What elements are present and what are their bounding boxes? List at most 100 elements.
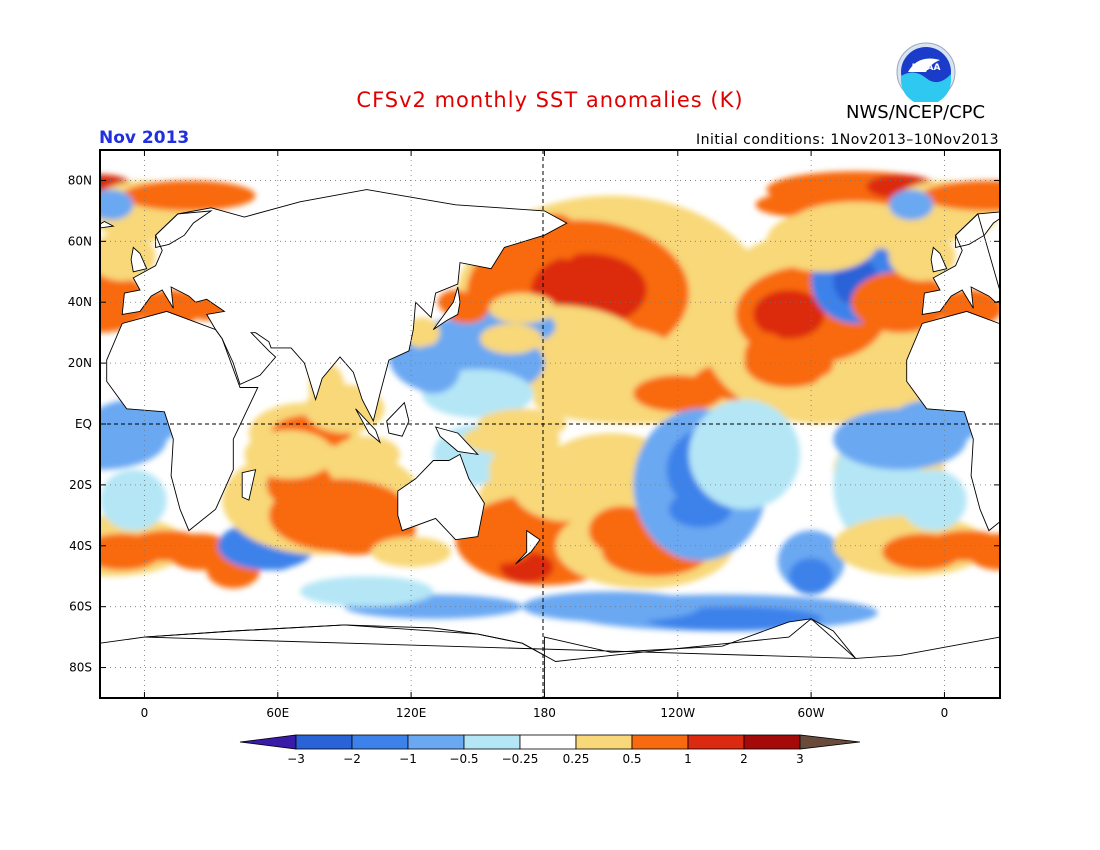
- land-scandinavia-coastline: [955, 211, 1000, 248]
- noaa-logo: NOAA: [896, 42, 956, 102]
- land-japan-coastline: [432, 286, 461, 330]
- colorbar-box: [575, 734, 633, 750]
- axis-ticks: [100, 150, 1000, 698]
- land-new-zealand-coastline: [515, 529, 541, 565]
- latitude-label: 40S: [69, 539, 92, 553]
- latitude-label: 60S: [69, 600, 92, 614]
- colorbar-box: [743, 734, 801, 750]
- land-europe-coastline: [921, 213, 1000, 315]
- longitude-label: 0: [941, 706, 949, 720]
- longitude-label: 60E: [266, 706, 289, 720]
- land-uk: [131, 247, 147, 272]
- longitude-label: 120W: [660, 706, 695, 720]
- colorbar-boxes: [239, 734, 861, 750]
- colorbar-box: [687, 734, 745, 750]
- colorbar-box: [631, 734, 689, 750]
- colorbar-tick-label: −1: [399, 752, 417, 766]
- latitude-label: 40N: [68, 295, 92, 309]
- land-madagascar-coastline: [241, 469, 257, 501]
- colorbar-tick-label: 3: [796, 752, 804, 766]
- colorbar-tick-label: 1: [684, 752, 692, 766]
- colorbar-right-triangle: [799, 734, 861, 750]
- land-antarctica-coastline: [100, 618, 1000, 698]
- longitude-labels: 0 60E 120E 180 120W 60W 0: [141, 706, 949, 720]
- anomaly-patch: [633, 375, 723, 412]
- anomaly-patch: [371, 536, 452, 568]
- agency-label: NWS/NCEP/CPC: [846, 102, 986, 123]
- anomaly-patch: [588, 506, 656, 555]
- colorbar-box: [407, 734, 465, 750]
- anomaly-patch: [544, 326, 678, 388]
- land-borneo: [386, 402, 409, 437]
- land-uk: [931, 247, 947, 272]
- land-new-guinea: [435, 427, 478, 455]
- valid-month-label: Nov 2013: [99, 128, 190, 148]
- anomaly-patch: [553, 223, 581, 260]
- colorbar-tick-label: −3: [287, 752, 305, 766]
- longitude-label: 0: [141, 706, 149, 720]
- colorbar-box: [519, 734, 577, 750]
- colorbar-box: [463, 734, 521, 750]
- latitude-label: 60N: [68, 234, 92, 248]
- anomaly-patch: [888, 189, 934, 221]
- anomaly-patch: [122, 180, 256, 211]
- land-japan: [433, 287, 460, 330]
- initial-conditions-label: Initial conditions: 1Nov2013–10Nov2013: [695, 132, 999, 148]
- anomaly-patch: [100, 189, 134, 221]
- anomaly-patch: [688, 399, 800, 510]
- longitude-label: 120E: [396, 706, 427, 720]
- anomaly-patch: [488, 293, 556, 324]
- anomaly-patch: [753, 290, 825, 339]
- land-borneo-coastline: [386, 401, 410, 437]
- land-africa: [106, 311, 258, 531]
- anomaly-patch: [744, 332, 789, 382]
- land-scandinavia: [955, 211, 1000, 248]
- land-europe: [922, 213, 1000, 315]
- land-scandinavia-coastline: [155, 210, 213, 248]
- land-madagascar: [242, 469, 256, 501]
- land-australia: [397, 454, 485, 540]
- colorbar-box: [351, 734, 409, 750]
- latitude-labels: 80N 60N 40N 20N EQ 20S 40S 60S 80S: [68, 173, 92, 674]
- land-africa: [906, 311, 1000, 531]
- colorbar-tick-label: 0.25: [563, 752, 590, 766]
- land-australia-coastline: [397, 453, 485, 541]
- land-sumatra-coastline: [355, 408, 381, 444]
- map-field-layer: [100, 150, 1000, 698]
- land-sumatra: [355, 408, 380, 443]
- longitude-label: 180: [533, 706, 556, 720]
- land-new-zealand: [515, 530, 540, 564]
- colorbar-left-triangle: [239, 734, 297, 750]
- anomaly-patch: [522, 591, 700, 622]
- colorbar-labels: −3 −2 −1 −0.5 −0.25 0.25 0.5 1 2 3: [287, 752, 804, 766]
- anomaly-patch: [788, 557, 834, 595]
- colorbar-tick-label: 0.5: [622, 752, 641, 766]
- latitude-label: EQ: [75, 417, 92, 431]
- longitude-label: 60W: [798, 706, 825, 720]
- noaa-logo-text: NOAA: [912, 63, 941, 73]
- map-title: CFSv2 monthly SST anomalies (K): [356, 88, 744, 112]
- anomaly-patch: [922, 180, 1000, 211]
- lat-lon-grid: [100, 150, 1000, 698]
- latitude-label: 20N: [68, 356, 92, 370]
- colorbar-box: [295, 734, 353, 750]
- colorbar-tick-label: −2: [343, 752, 361, 766]
- land-africa-coastline: [906, 310, 1000, 532]
- coastlines: [100, 179, 1000, 698]
- colorbar-tick-label: −0.5: [449, 752, 478, 766]
- land-new-guinea-coastline: [434, 426, 480, 456]
- land-africa-coastline: [106, 310, 259, 532]
- colorbar-tick-label: 2: [740, 752, 748, 766]
- latitude-label: 20S: [69, 478, 92, 492]
- land-eurasia-coastline: [121, 189, 568, 423]
- latitude-label: 80S: [69, 661, 92, 675]
- anomaly-patch: [766, 210, 878, 272]
- anomaly-patch: [244, 430, 334, 479]
- anomaly-patch: [966, 533, 1000, 571]
- anomaly-patch: [300, 576, 434, 607]
- land-iceland-coastline: [100, 220, 115, 229]
- latitude-label: 80N: [68, 173, 92, 187]
- land-uk-coastline: [930, 246, 948, 273]
- anomaly-patch: [480, 323, 543, 354]
